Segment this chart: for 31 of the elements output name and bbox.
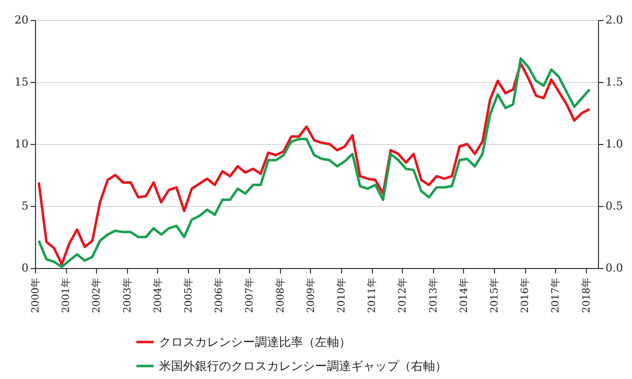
x-tick-label: 2005年: [182, 278, 194, 313]
y2-tick-label: 2.0: [606, 14, 623, 26]
y-tick-label: 15: [14, 76, 28, 88]
x-tick-label: 2008年: [274, 278, 286, 313]
x-tick-label: 2017年: [550, 278, 562, 313]
x-tick-label: 2012年: [396, 278, 409, 313]
x-tick-label: 2009年: [304, 278, 317, 313]
y2-tick-label: 1.5: [606, 76, 623, 88]
x-tick-label: 2011年: [366, 278, 378, 313]
y-tick-label: 20: [14, 14, 28, 26]
legend-label: 米国外銀行のクロスカレンシー調達ギャップ（右軸）: [159, 359, 447, 373]
x-tick-label: 2016年: [519, 278, 532, 313]
x-tick-label: 2004年: [152, 278, 164, 313]
y2-tick-label: 0.5: [606, 200, 623, 212]
x-tick-label: 2001年: [60, 278, 72, 313]
x-tick-label: 2003年: [121, 278, 134, 313]
y-tick-label: 5: [22, 200, 28, 212]
x-tick-label: 2000年: [30, 278, 42, 313]
x-tick-label: 2007年: [244, 278, 256, 313]
x-tick-label: 2006年: [213, 278, 226, 313]
x-tick-label: 2015年: [488, 278, 500, 313]
x-tick-label: 2018年: [580, 278, 592, 313]
x-tick-label: 2002年: [90, 278, 103, 313]
legend-label: クロスカレンシー調達比率（左軸）: [159, 335, 351, 349]
y-tick-label: 10: [14, 138, 28, 150]
x-tick-label: 2014年: [458, 278, 470, 313]
y2-tick-label: 0.0: [606, 262, 623, 274]
y-tick-label: 0: [22, 262, 28, 274]
x-tick-label: 2010年: [335, 278, 348, 313]
y2-tick-label: 1.0: [606, 138, 623, 150]
x-tick-label: 2013年: [427, 278, 440, 313]
